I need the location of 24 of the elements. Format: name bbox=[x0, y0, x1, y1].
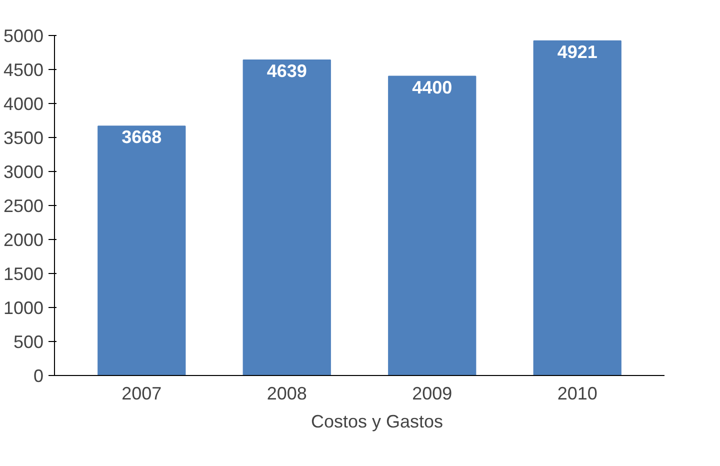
data-label: 4921 bbox=[557, 42, 598, 62]
y-tick-label: 3500 bbox=[3, 128, 44, 148]
y-tick-label: 4500 bbox=[3, 60, 44, 80]
data-label: 3668 bbox=[122, 127, 162, 148]
x-tick-label: 2007 bbox=[122, 384, 162, 404]
x-tick-label: 2008 bbox=[266, 384, 307, 404]
y-tick-label: 500 bbox=[13, 332, 44, 352]
data-label: 4639 bbox=[266, 61, 307, 82]
y-tick-label: 4000 bbox=[3, 94, 44, 114]
y-tick-label: 5000 bbox=[3, 26, 44, 46]
bar bbox=[533, 40, 622, 376]
data-label: 4400 bbox=[412, 77, 452, 98]
bar bbox=[242, 60, 331, 376]
y-tick-label: 1000 bbox=[3, 298, 44, 318]
y-tick-label: 2000 bbox=[3, 230, 44, 250]
series-label: Costos y Gastos bbox=[310, 412, 444, 432]
x-tick-label: 2009 bbox=[412, 384, 452, 404]
y-tick-label: 3000 bbox=[3, 162, 44, 182]
y-tick-label: 0 bbox=[33, 366, 44, 386]
y-tick-label: 2500 bbox=[3, 196, 44, 216]
y-tick-label: 1500 bbox=[3, 264, 44, 284]
bar bbox=[388, 76, 476, 376]
bar bbox=[98, 126, 186, 376]
x-tick-label: 2010 bbox=[557, 384, 598, 404]
